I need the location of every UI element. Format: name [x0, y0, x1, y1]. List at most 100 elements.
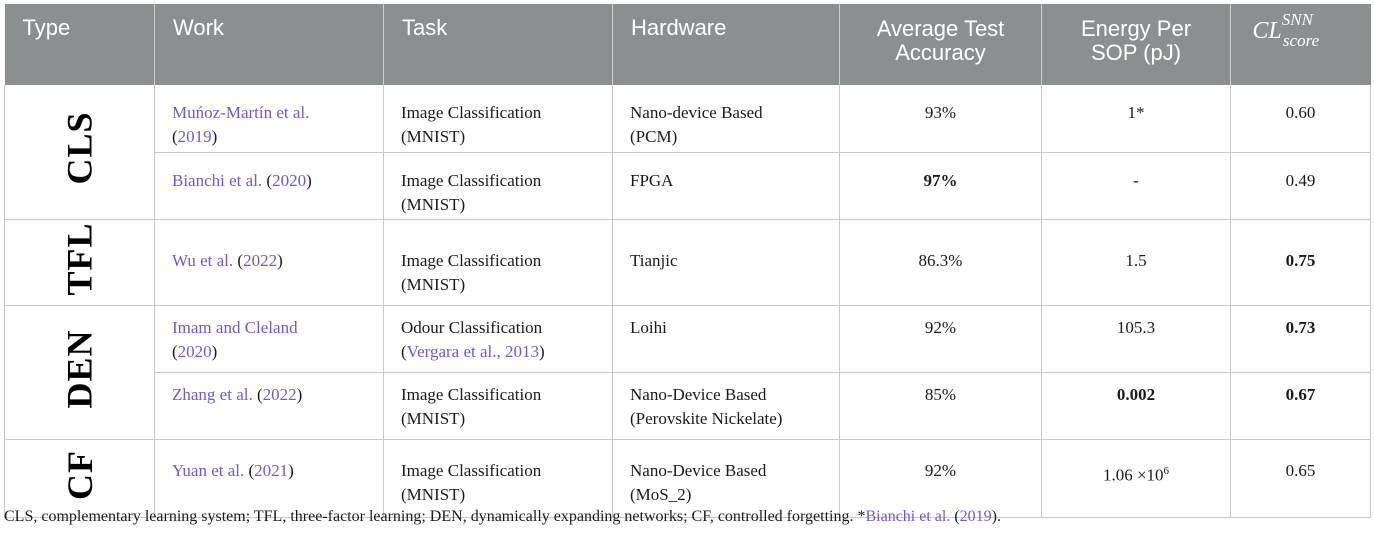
header-energy: Energy Per SOP (pJ) — [1041, 4, 1231, 85]
work-cell: Imam and Cleland (2020) — [154, 305, 384, 373]
paren: ( — [172, 341, 178, 361]
footnote-year-link[interactable]: 2019 — [959, 508, 992, 525]
hardware-cell: Tianjic — [612, 219, 840, 306]
energy-mantissa: 1.06 ×10 — [1102, 465, 1164, 485]
hardware-cell: Nano-device Based (PCM) — [612, 85, 840, 153]
hardware-line1: FPGA — [630, 170, 674, 190]
task-line2: (MNIST) — [401, 274, 466, 294]
work-cell: Wu et al. (2022) — [154, 219, 384, 306]
footnote-text: CLS, complementary learning system; TFL,… — [4, 508, 866, 525]
paren: ) — [296, 384, 303, 404]
hardware-line1: Tianjic — [630, 250, 678, 270]
type-cell-tfl: TFL — [4, 219, 155, 306]
paren: ) — [539, 341, 545, 361]
type-label: TFL — [59, 221, 100, 296]
energy-cell: 1* — [1041, 85, 1231, 153]
energy-cell: - — [1041, 152, 1231, 220]
year-link[interactable]: 2021 — [254, 460, 289, 480]
task-cell: Image Classification (MNIST) — [383, 85, 613, 153]
header-energy-line2: SOP (pJ) — [1090, 40, 1182, 65]
year-link[interactable]: 2019 — [177, 127, 212, 146]
footnote-link[interactable]: Bianchi et al. — [865, 508, 951, 525]
paren: ) — [306, 170, 312, 190]
work-link[interactable]: Yuan et al. — [172, 460, 245, 480]
hardware-cell: Loihi — [612, 305, 840, 373]
work-cell: Bianchi et al. (2020) — [154, 152, 384, 220]
hardware-line1: Nano-device Based — [630, 103, 763, 122]
work-link[interactable]: Wu et al. — [172, 250, 234, 270]
paren: ) — [277, 250, 283, 270]
type-label: DEN — [59, 328, 100, 409]
paren: ( — [244, 460, 255, 480]
header-hardware: Hardware — [612, 4, 840, 85]
work-cell: Muńoz-Martín et al. (2019) — [154, 85, 384, 153]
hardware-cell: Nano-Device Based (Perovskite Nickelate) — [612, 372, 840, 440]
task-line2: (MNIST) — [401, 127, 466, 146]
citation-link[interactable]: Vergara et al., 2013 — [406, 341, 540, 361]
accuracy-cell: 92% — [839, 305, 1042, 373]
table-row: CLS Muńoz-Martín et al. (2019) Image Clas… — [4, 85, 1371, 220]
score-cell: 0.49 — [1230, 152, 1371, 220]
year-link[interactable]: 2020 — [177, 341, 212, 361]
table-footnote: CLS, complementary learning system; TFL,… — [4, 508, 1001, 526]
work-cell: Zhang et al. (2022) — [154, 372, 384, 440]
table-row: TFL Wu et al. (2022) Image Classificatio… — [4, 219, 1371, 306]
accuracy-cell: 97% — [839, 152, 1042, 220]
accuracy-cell: 86.3% — [839, 219, 1042, 306]
work-link[interactable]: Muńoz-Martín et al. — [172, 103, 310, 122]
paren: ( — [172, 127, 178, 146]
work-link[interactable]: Zhang et al. — [172, 384, 253, 404]
header-accuracy-line1: Average Test — [876, 16, 1005, 41]
task-cell: Image Classification (MNIST) — [383, 439, 613, 518]
task-line2: (MNIST) — [401, 484, 466, 504]
year-link[interactable]: 2022 — [243, 250, 278, 270]
task-line1: Image Classification — [401, 460, 542, 480]
accuracy-cell: 93% — [839, 85, 1042, 153]
energy-exponent: 6 — [1163, 464, 1170, 477]
header-task: Task — [383, 4, 613, 85]
task-cell: Image Classification (MNIST) — [383, 219, 613, 306]
task-cell: Odour Classification (Vergara et al., 201… — [383, 305, 613, 373]
header-work: Work — [154, 4, 384, 85]
header-accuracy: Average Test Accuracy — [839, 4, 1042, 85]
year-link[interactable]: 2020 — [272, 170, 307, 190]
energy-cell: 1.5 — [1041, 219, 1231, 306]
paren: ( — [233, 250, 244, 270]
score-cell: 0.73 — [1230, 305, 1371, 373]
paren: ( — [252, 384, 263, 404]
cl-base: CL — [1252, 18, 1282, 44]
cl-score-symbol: CLSNNscore — [1252, 10, 1349, 50]
paren: ( — [401, 341, 407, 361]
hardware-cell: FPGA — [612, 152, 840, 220]
score-cell: 0.67 — [1230, 372, 1371, 440]
table-row: DEN Imam and Cleland (2020) Odour Classif… — [4, 305, 1371, 440]
work-link[interactable]: Imam and Cleland — [172, 317, 298, 337]
work-link[interactable]: Bianchi et al. — [172, 170, 263, 190]
year-link[interactable]: 2022 — [262, 384, 297, 404]
header-accuracy-line2: Accuracy — [895, 40, 986, 65]
accuracy-cell: 92% — [839, 439, 1042, 518]
hardware-line2: (PCM) — [630, 127, 678, 146]
hardware-line1: Loihi — [630, 317, 667, 337]
type-cell-cls: CLS — [4, 85, 155, 220]
task-line1: Image Classification — [401, 384, 542, 404]
table-row: Zhang et al. (2022) Image Classification… — [5, 372, 1371, 440]
cl-sub: score — [1282, 30, 1320, 50]
task-line2: (MNIST) — [401, 194, 466, 214]
paren: ) — [288, 460, 294, 480]
task-line1: Image Classification — [401, 170, 542, 190]
type-cell-den: DEN — [4, 305, 155, 440]
score-cell: 0.60 — [1230, 85, 1371, 153]
table-row: Bianchi et al. (2020) Image Classificati… — [5, 152, 1371, 220]
energy-cell: 105.3 — [1041, 305, 1231, 373]
accuracy-cell: 85% — [839, 372, 1042, 440]
hardware-cell: Nano-Device Based (MoS_2) — [612, 439, 840, 518]
paren: ( — [950, 508, 960, 525]
work-cell: Yuan et al. (2021) — [154, 439, 384, 518]
task-line2: (MNIST) — [401, 408, 466, 428]
task-line1: Image Classification — [401, 103, 542, 122]
task-line1: Image Classification — [401, 250, 542, 270]
score-cell: 0.65 — [1230, 439, 1371, 518]
hardware-line2: (Perovskite Nickelate) — [630, 408, 783, 428]
hardware-line1: Nano-Device Based — [630, 460, 767, 480]
